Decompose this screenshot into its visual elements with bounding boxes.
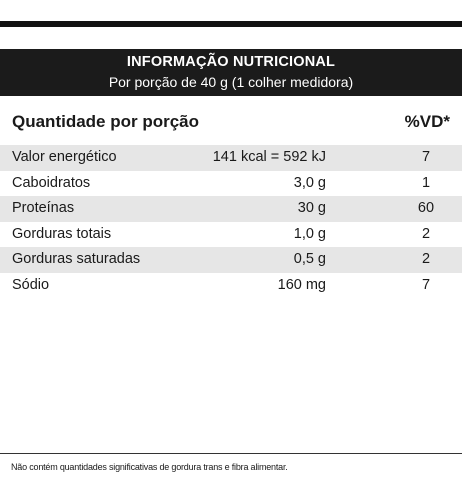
serving-size: Por porção de 40 g (1 colher medidora) [108,74,354,90]
nutrient-dv: 7 [421,149,431,165]
column-header-dv: %VD* [404,112,450,131]
nutrient-amount: 30 g [297,200,326,216]
nutrient-dv: 2 [421,225,431,242]
nutrient-dv: 2 [421,251,431,267]
top-rule [0,21,462,27]
nutrient-dv: 1 [421,174,431,191]
nutrient-amount: 0,5 g [293,251,326,267]
table-row: Sódio 160 mg 7 [0,273,462,299]
nutrient-name: Proteínas [12,200,75,216]
footnote: Não contém quantidades significativas de… [11,462,288,472]
table-row: Caboidratos 3,0 g 1 [0,171,462,197]
nutrient-amount: 1,0 g [293,225,326,242]
table-title: INFORMAÇÃO NUTRICIONAL [126,54,336,70]
table-row: Gorduras saturadas 0,5 g 2 [0,247,462,273]
nutrient-name: Sódio [12,276,50,293]
nutrient-name: Gorduras saturadas [12,251,141,267]
table-row: Gorduras totais 1,0 g 2 [0,222,462,248]
nutrient-name: Gorduras totais [12,225,112,242]
nutrient-amount: 141 kcal = 592 kJ [212,149,326,165]
nutrient-dv: 7 [421,276,431,293]
table-row: Valor energético 141 kcal = 592 kJ 7 [0,145,462,171]
nutrient-amount: 3,0 g [293,174,326,191]
nutrient-name: Valor energético [12,149,117,165]
table-row: Proteínas 30 g 60 [0,196,462,222]
column-header-quantity: Quantidade por porção [12,112,200,131]
nutrient-name: Caboidratos [12,174,91,191]
nutrient-dv: 60 [417,200,435,216]
nutrition-table: Valor energético 141 kcal = 592 kJ 7 Cab… [0,145,462,298]
nutrient-amount: 160 mg [277,276,326,293]
bottom-rule [0,453,462,454]
table-header: INFORMAÇÃO NUTRICIONAL Por porção de 40 … [0,49,462,96]
